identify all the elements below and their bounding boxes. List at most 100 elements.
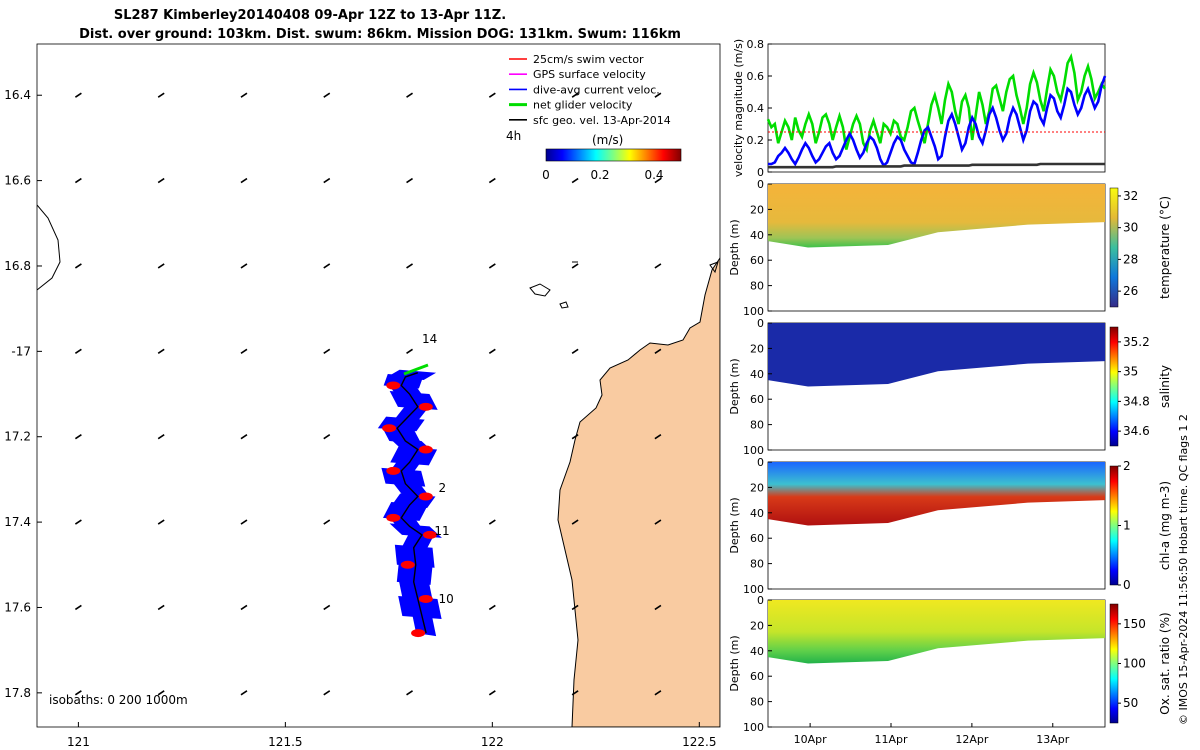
- geo-velocity-arrow: [74, 690, 82, 696]
- geo-velocity-arrow: [406, 263, 413, 269]
- depth-tick-label: 60: [750, 254, 764, 267]
- temperature-panel: 0 20 40 60 80 100 Depth (m) 26 28 30 32 temperature…: [728, 178, 1172, 318]
- day-label: 10: [439, 592, 454, 606]
- legend-label: GPS surface velocity: [533, 68, 646, 81]
- geo-velocity-arrow: [240, 519, 248, 525]
- depth-tick-label: 20: [750, 481, 764, 494]
- depth-ylabel: Depth (m): [728, 358, 741, 414]
- map-x-tick-label: 122: [481, 735, 504, 749]
- velocity-series: [766, 53, 1107, 154]
- colorbar-tick-label: 150: [1123, 617, 1146, 631]
- map-y-ticks: 16.4 16.6 16.8 -17 17.2 17.4 17.6 17.8: [4, 88, 42, 700]
- geo-velocity-arrow: [571, 434, 579, 440]
- map-colorbar-tick-label: 0.2: [590, 168, 609, 182]
- geo-velocity-arrow: [488, 690, 496, 696]
- depth-ylabel: Depth (m): [728, 635, 741, 691]
- glider-track: [396, 372, 427, 634]
- credit-text: © IMOS 15-Apr-2024 11:56:50 Hobart time.…: [1177, 414, 1190, 725]
- geo-velocity-arrow: [406, 690, 413, 696]
- swim-vector-blob: [386, 513, 401, 522]
- geo-velocity-arrow: [157, 434, 165, 440]
- velocity-y-ticks: 0 0.2 0.4 0.6 0.8: [747, 38, 772, 179]
- velocity-y-tick-label: 0.6: [747, 70, 765, 83]
- west-coastline: [37, 204, 61, 291]
- geo-velocity-arrow: [74, 604, 82, 611]
- geo-velocity-arrow: [654, 263, 662, 269]
- map-colorbar-tick-label: 0.4: [644, 168, 663, 182]
- map-colorbar-tick-label: 0: [542, 168, 550, 182]
- profile-field: [768, 323, 1105, 387]
- velocity-series: [768, 75, 1107, 168]
- geo-velocity-arrow: [323, 604, 331, 611]
- map-frame: [36, 43, 721, 728]
- map-colorbar: [545, 148, 682, 162]
- colorbar-tick-label: 26: [1123, 284, 1138, 298]
- net-velocity-arrow: [403, 363, 429, 376]
- legend-label: net glider velocity: [533, 99, 633, 112]
- swim-vector-blob: [386, 466, 401, 475]
- geo-velocity-arrow: [240, 348, 248, 355]
- geo-velocity-arrow: [571, 519, 579, 525]
- profile-field: [768, 600, 1105, 664]
- swim-vector-blob: [418, 492, 433, 501]
- geo-velocity-arrow: [571, 92, 579, 98]
- colorbar-tick-label: 28: [1123, 252, 1138, 266]
- geo-velocity-arrow: [654, 177, 662, 184]
- depth-tick-label: 80: [750, 280, 764, 293]
- geo-velocity-arrow: [74, 177, 82, 184]
- geo-velocity-arrow: [323, 92, 331, 98]
- geo-velocity-arrow: [654, 519, 662, 525]
- chart-title-line-1: SL287 Kimberley20140408 09-Apr 12Z to 13…: [113, 8, 507, 23]
- swim-vector-blob: [400, 560, 415, 569]
- geo-velocity-arrow: [406, 92, 413, 98]
- depth-tick-label: 60: [750, 393, 764, 406]
- swim-vector-blob: [386, 381, 401, 390]
- time-tick-label: 10Apr: [794, 733, 828, 746]
- velocity-y-tick-label: 0.4: [747, 102, 765, 115]
- colorbar-tick-label: 35.2: [1123, 335, 1150, 349]
- depth-tick-label: 20: [750, 203, 764, 216]
- colorbar-tick-label: 34.6: [1123, 424, 1150, 438]
- colorbar-tick-label: 32: [1123, 189, 1138, 203]
- geo-velocity-arrow: [488, 263, 496, 269]
- depth-tick-label: 100: [743, 583, 764, 596]
- profile-colorbar: [1109, 187, 1119, 308]
- velocity-y-tick-label: 0.8: [747, 38, 765, 51]
- profile-colorbar: [1109, 326, 1119, 447]
- geo-velocity-arrow: [157, 604, 165, 611]
- geo-velocity-arrow: [488, 604, 496, 611]
- map-x-ticks: 121 121.5 122 122.5: [67, 722, 716, 749]
- colorbar-title: (m/s): [592, 133, 623, 147]
- colorbar-label: chl-a (mg m-3): [1158, 481, 1172, 570]
- geo-velocity-arrow: [74, 92, 82, 98]
- map-x-tick-label: 122.5: [682, 735, 716, 749]
- geo-velocity-arrow: [654, 434, 662, 440]
- geo-velocity-arrow: [157, 92, 165, 98]
- colorbar-tick-label: 1: [1123, 519, 1131, 533]
- time-axis-ticks: 10Apr 11Apr 12Apr 13Apr: [794, 723, 1070, 746]
- geo-velocity-arrow: [323, 348, 331, 355]
- geo-velocity-arrow: [323, 434, 331, 440]
- depth-tick-label: 60: [750, 670, 764, 683]
- profile-colorbar: [1109, 603, 1119, 724]
- geo-velocity-arrow: [157, 519, 165, 525]
- depth-tick-label: 80: [750, 558, 764, 571]
- profile-field: [768, 462, 1105, 526]
- depth-tick-label: 60: [750, 532, 764, 545]
- colorbar-tick-label: 100: [1123, 657, 1146, 671]
- geo-velocity-arrow: [323, 263, 331, 269]
- velocity-y-tick-label: 0.2: [747, 134, 765, 147]
- legend-label: 25cm/s swim vector: [533, 53, 644, 66]
- depth-tick-label: 20: [750, 619, 764, 632]
- geo-velocity-arrow: [406, 348, 413, 355]
- map-colorbar-ticks: 0 0.2 0.4: [542, 168, 663, 182]
- geo-velocity-arrow: [654, 348, 662, 355]
- geo-velocity-arrow: [571, 348, 579, 355]
- depth-tick-label: 80: [750, 696, 764, 709]
- geo-velocity-arrow: [488, 348, 496, 355]
- geo-velocity-arrow: [654, 92, 662, 98]
- colorbar-label: temperature (°C): [1158, 196, 1172, 299]
- geo-velocity-arrow: [240, 92, 248, 98]
